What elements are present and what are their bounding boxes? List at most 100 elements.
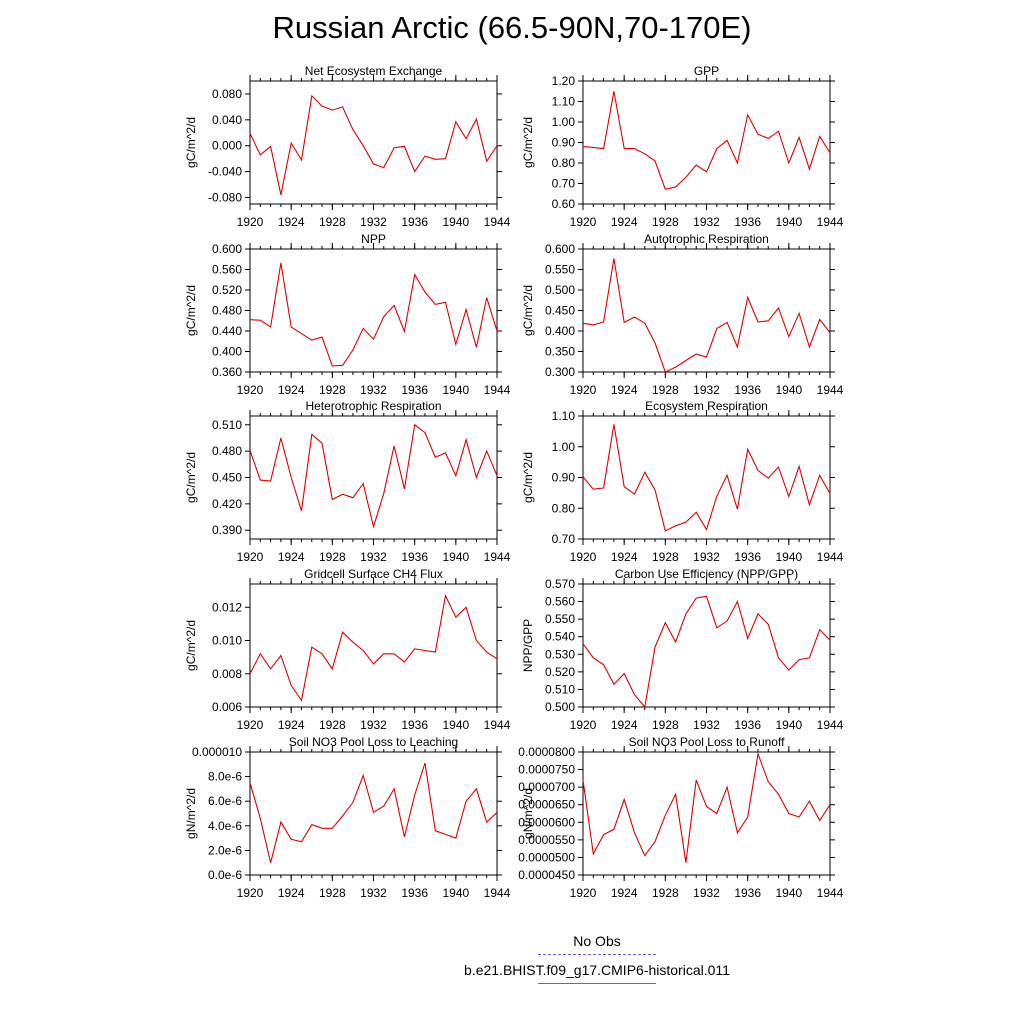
- x-tick-label: 1944: [817, 886, 844, 900]
- y-tick-label: 0.390: [212, 523, 242, 537]
- chart-panel: Soil NO3 Pool Loss to Leaching 0.0e-6 2.0e…: [184, 735, 511, 900]
- y-tick-label: 1.00: [552, 440, 576, 454]
- legend-label-model: b.e21.BHIST.f09_g17.CMIP6-historical.011: [464, 962, 730, 978]
- y-axis-label: gC/m^2/d: [184, 117, 198, 168]
- panel-title: Soil NO3 Pool Loss to Leaching: [289, 735, 458, 749]
- y-tick-label: 0.550: [545, 612, 575, 626]
- panel-title: Soil NO3 Pool Loss to Runoff: [629, 735, 786, 749]
- y-tick-label: 0.0000700: [518, 780, 575, 794]
- x-tick-label: 1932: [360, 718, 387, 732]
- y-tick-label: 0.530: [545, 647, 575, 661]
- series-line: [249, 94, 498, 196]
- y-tick-label: -0.080: [208, 191, 242, 205]
- x-tick-label: 1924: [611, 383, 638, 397]
- x-tick-label: 1924: [278, 718, 305, 732]
- plot-frame: [249, 415, 498, 540]
- x-tick-label: 1940: [442, 886, 469, 900]
- x-tick-label: 1940: [442, 215, 469, 229]
- chart-panel: Ecosystem Respiration 0.70 0.80 0.90 1.00 1.1…: [521, 399, 844, 564]
- x-tick-label: 1928: [319, 383, 346, 397]
- y-tick-label: 1.10: [552, 409, 576, 423]
- chart-panel: Carbon Use Efficiency (NPP/GPP) 0.500 0.51…: [521, 567, 844, 732]
- y-tick-label: 0.560: [212, 263, 242, 277]
- plot-frame: [249, 583, 498, 708]
- plot-frame: [249, 80, 498, 205]
- x-tick-label: 1924: [278, 215, 305, 229]
- x-tick-label: 1936: [401, 215, 428, 229]
- y-tick-label: 0.0000550: [518, 833, 575, 847]
- y-tick-label: 0.80: [552, 501, 576, 515]
- legend-line-model: [538, 983, 656, 984]
- x-tick-label: 1920: [570, 886, 597, 900]
- x-tick-label: 1932: [693, 383, 720, 397]
- x-tick-label: 1928: [652, 215, 679, 229]
- y-tick-label: 0.500: [545, 700, 575, 714]
- x-tick-label: 1936: [734, 550, 761, 564]
- x-tick-label: 1936: [734, 215, 761, 229]
- y-tick-label: 0.008: [212, 667, 242, 681]
- y-tick-label: 0.400: [212, 345, 242, 359]
- x-tick-label: 1920: [237, 886, 264, 900]
- y-tick-label: 4.0e-6: [208, 819, 242, 833]
- x-tick-label: 1920: [570, 383, 597, 397]
- chart-panel: NPP 0.360 0.400 0.440 0.480 0.520 0.560 0.600 19…: [184, 232, 511, 397]
- chart-panel: Soil NO3 Pool Loss to Runoff 0.0000450 0.0…: [518, 735, 843, 900]
- x-tick-label: 1928: [319, 215, 346, 229]
- y-tick-label: 0.0000650: [518, 798, 575, 812]
- x-tick-label: 1940: [442, 718, 469, 732]
- x-tick-label: 1944: [817, 383, 844, 397]
- y-axis-label: gC/m^2/d: [184, 285, 198, 336]
- y-tick-label: 0.040: [212, 113, 242, 127]
- series-line: [249, 262, 498, 367]
- y-axis-label: gC/m^2/d: [521, 117, 535, 168]
- x-tick-label: 1940: [775, 718, 802, 732]
- x-tick-label: 1944: [817, 215, 844, 229]
- x-tick-label: 1936: [734, 718, 761, 732]
- y-tick-label: 0.70: [552, 532, 576, 546]
- y-axis-label: gC/m^2/d: [184, 452, 198, 503]
- y-tick-label: 0.80: [552, 156, 576, 170]
- y-tick-label: 0.70: [552, 177, 576, 191]
- x-tick-label: 1932: [360, 886, 387, 900]
- x-tick-label: 1928: [652, 886, 679, 900]
- x-tick-label: 1932: [693, 886, 720, 900]
- chart-panel: GPP 0.60 0.70 0.80 0.90 1.00 1.10 1.20 1920 1924 1…: [521, 64, 844, 229]
- x-tick-label: 1932: [360, 383, 387, 397]
- x-tick-label: 1920: [237, 550, 264, 564]
- y-tick-label: 0.080: [212, 87, 242, 101]
- y-tick-label: 1.10: [552, 95, 576, 109]
- y-tick-label: 1.00: [552, 115, 576, 129]
- x-tick-label: 1944: [484, 550, 511, 564]
- chart-panel: Heterotrophic Respiration 0.390 0.420 0.450…: [184, 399, 511, 564]
- y-tick-label: 0.520: [545, 665, 575, 679]
- x-tick-label: 1920: [237, 215, 264, 229]
- y-tick-label: 0.600: [212, 242, 242, 256]
- chart-panel: Autotrophic Respiration 0.300 0.350 0.400 0.…: [521, 232, 844, 397]
- series-line: [249, 423, 498, 529]
- y-tick-label: 0.90: [552, 136, 576, 150]
- series-line: [249, 593, 498, 702]
- chart-panel: Gridcell Surface CH4 Flux 0.006 0.008 0.010…: [184, 567, 511, 732]
- y-tick-label: 0.550: [545, 263, 575, 277]
- x-tick-label: 1920: [237, 383, 264, 397]
- y-tick-label: 0.0e-6: [208, 868, 242, 882]
- x-tick-label: 1928: [652, 718, 679, 732]
- y-tick-label: 0.0000500: [518, 850, 575, 864]
- y-axis-label: gN/m^2/d: [521, 788, 535, 839]
- y-tick-label: 0.420: [212, 497, 242, 511]
- y-tick-label: 8.0e-6: [208, 770, 242, 784]
- x-tick-label: 1944: [484, 215, 511, 229]
- plot-frame: [582, 583, 831, 708]
- chart-panel: Net Ecosystem Exchange -0.080 -0.040 0.000 0…: [184, 64, 511, 229]
- x-tick-label: 1944: [484, 718, 511, 732]
- series-line: [249, 762, 498, 863]
- y-tick-label: 0.0000800: [518, 745, 575, 759]
- y-axis-label: gN/m^2/d: [184, 788, 198, 839]
- series-line: [582, 751, 831, 863]
- y-tick-label: 2.0e-6: [208, 843, 242, 857]
- panel-title: GPP: [694, 64, 719, 78]
- y-tick-label: 0.560: [545, 595, 575, 609]
- panel-title: Gridcell Surface CH4 Flux: [304, 567, 443, 581]
- x-tick-label: 1936: [401, 550, 428, 564]
- y-tick-label: 0.600: [545, 242, 575, 256]
